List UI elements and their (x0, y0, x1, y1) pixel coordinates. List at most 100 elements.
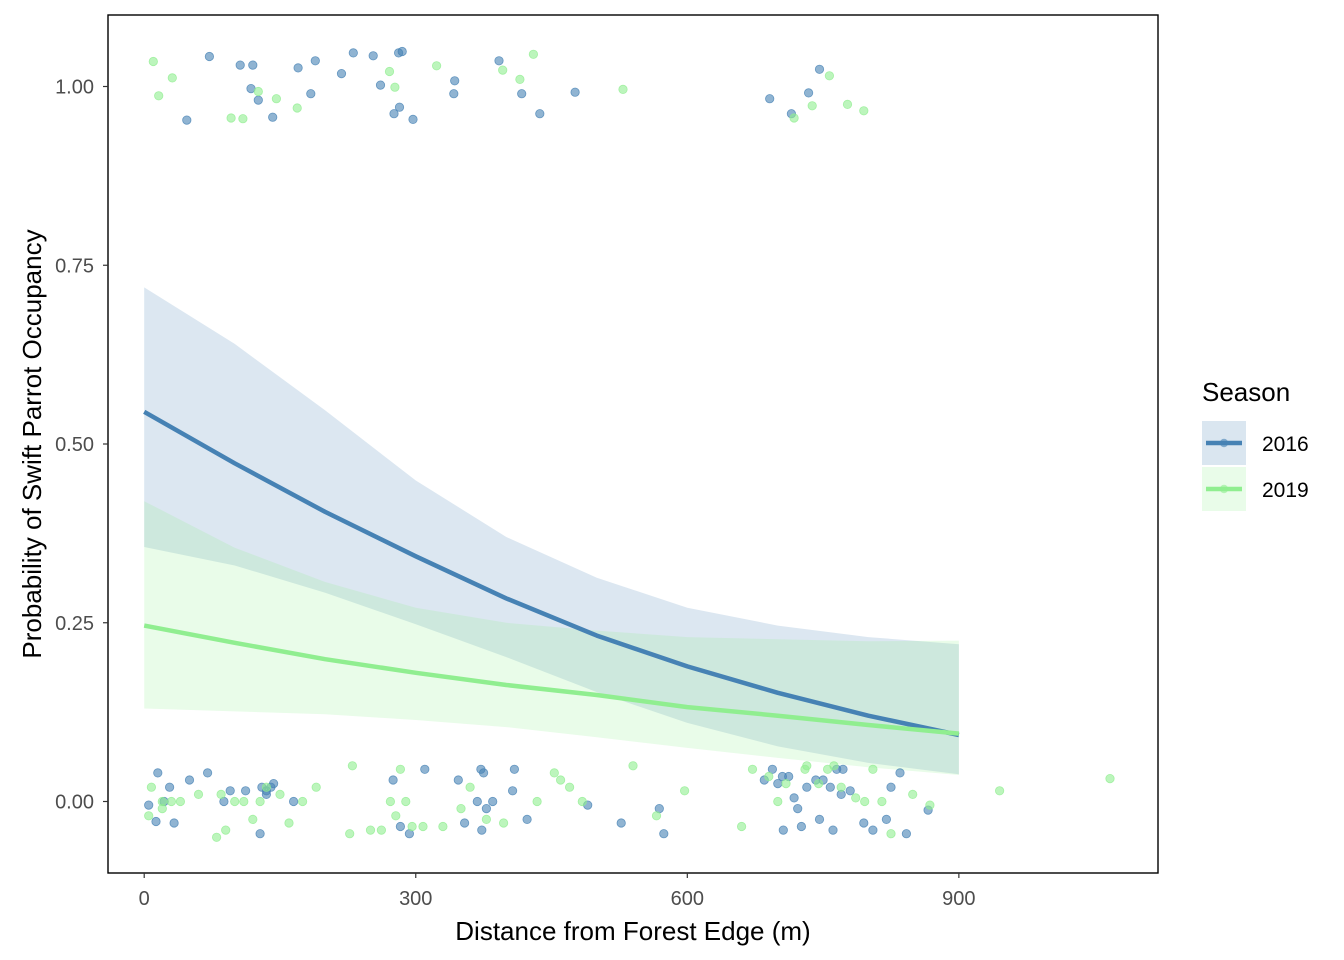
point-2016-48 (420, 764, 430, 774)
point-2016-12 (182, 115, 192, 125)
point-2019-46 (401, 796, 411, 807)
point-2019-77 (886, 829, 896, 839)
point-2019-80 (994, 786, 1005, 796)
x-tick-label: 300 (399, 888, 432, 910)
point-2016-19 (394, 102, 405, 112)
point-2016-23 (535, 109, 545, 119)
point-2019-39 (347, 761, 357, 771)
point-2016-57 (509, 764, 520, 774)
point-2016-28 (814, 64, 825, 74)
confidence-band-2019 (144, 501, 959, 775)
point-2019-57 (564, 782, 575, 792)
point-2016-17 (375, 80, 386, 90)
point-2016-30 (165, 782, 175, 792)
confidence-bands (144, 287, 959, 775)
point-2016-35 (184, 775, 195, 785)
point-2016-29 (153, 768, 163, 778)
y-tick-label: 0.50 (55, 434, 94, 456)
point-2016-42 (268, 778, 279, 789)
point-2016-82 (881, 814, 892, 825)
point-2019-41 (365, 825, 376, 835)
point-2019-49 (438, 821, 448, 832)
point-2019-24 (166, 796, 176, 807)
point-2019-18 (842, 99, 853, 110)
point-2019-31 (239, 796, 249, 807)
point-2016-22 (517, 89, 527, 99)
point-2019-13 (528, 49, 539, 59)
point-2019-2 (154, 91, 164, 101)
point-2016-58 (507, 786, 518, 796)
point-2019-55 (549, 768, 559, 778)
point-2019-12 (515, 74, 525, 85)
fit-line-2016 (143, 409, 960, 738)
point-2019-58 (577, 796, 587, 807)
point-2019-44 (391, 811, 401, 821)
point-2019-74 (860, 796, 870, 807)
point-2016-1 (235, 60, 245, 70)
point-2019-38 (311, 782, 321, 792)
point-2019-47 (407, 821, 417, 832)
point-2019-14 (618, 84, 628, 95)
point-2016-46 (288, 796, 299, 807)
point-2019-0 (148, 56, 158, 67)
point-2016-61 (616, 818, 626, 828)
x-axis-ticks: 0 300 600 900 (139, 873, 976, 910)
point-2019-11 (498, 65, 508, 75)
point-2019-19 (859, 106, 869, 116)
point-2016-9 (397, 46, 407, 57)
point-2016-25 (765, 94, 775, 104)
point-2016-39 (241, 786, 251, 796)
point-2019-1 (167, 73, 177, 83)
point-2016-34 (169, 818, 179, 828)
point-2016-87 (838, 764, 848, 774)
point-2016-5 (336, 69, 347, 79)
point-2019-35 (275, 789, 285, 800)
point-2016-14 (253, 95, 263, 105)
point-2019-69 (813, 778, 824, 789)
point-2019-75 (868, 764, 878, 774)
point-2016-6 (348, 48, 358, 58)
point-2019-60 (651, 811, 662, 821)
point-2016-11 (494, 56, 504, 66)
x-tick-label: 900 (942, 888, 975, 910)
point-2016-65 (477, 825, 487, 835)
point-2019-37 (297, 796, 308, 807)
point-2019-79 (925, 800, 935, 810)
point-2019-15 (789, 113, 799, 123)
point-2019-3 (226, 113, 236, 123)
point-2016-3 (293, 63, 303, 73)
y-axis-ticks: 0.00 0.25 0.50 0.75 1.00 (55, 77, 108, 814)
point-2016-45 (255, 829, 265, 839)
point-2019-50 (456, 803, 466, 814)
fit-line-2019 (143, 623, 960, 736)
point-2016-47 (388, 775, 398, 785)
point-2016-2 (248, 60, 258, 70)
point-2016-27 (803, 88, 814, 98)
point-2016-81 (868, 825, 878, 835)
point-2019-17 (824, 71, 835, 81)
point-2019-68 (802, 761, 812, 771)
point-2019-54 (532, 796, 542, 807)
legend-label-2016: 2016 (1262, 433, 1309, 456)
point-2016-16 (306, 89, 316, 99)
point-2016-18 (389, 109, 399, 119)
point-2019-5 (253, 86, 263, 97)
point-2016-90 (828, 825, 838, 835)
point-2019-42 (376, 825, 386, 835)
point-2016-88 (814, 814, 825, 825)
point-2019-61 (679, 786, 690, 796)
point-2016-32 (144, 800, 154, 810)
point-2019-65 (773, 796, 783, 807)
point-2019-51 (465, 782, 475, 792)
point-2016-84 (895, 768, 905, 778)
y-tick-label: 0.75 (55, 255, 94, 277)
point-2019-32 (248, 814, 258, 825)
point-2019-4 (238, 114, 248, 124)
point-2016-24 (570, 87, 580, 97)
point-2016-0 (204, 51, 214, 62)
point-2019-59 (628, 761, 638, 771)
fitted-curves (143, 409, 960, 738)
point-2019-76 (877, 796, 887, 807)
point-2019-36 (284, 818, 294, 828)
